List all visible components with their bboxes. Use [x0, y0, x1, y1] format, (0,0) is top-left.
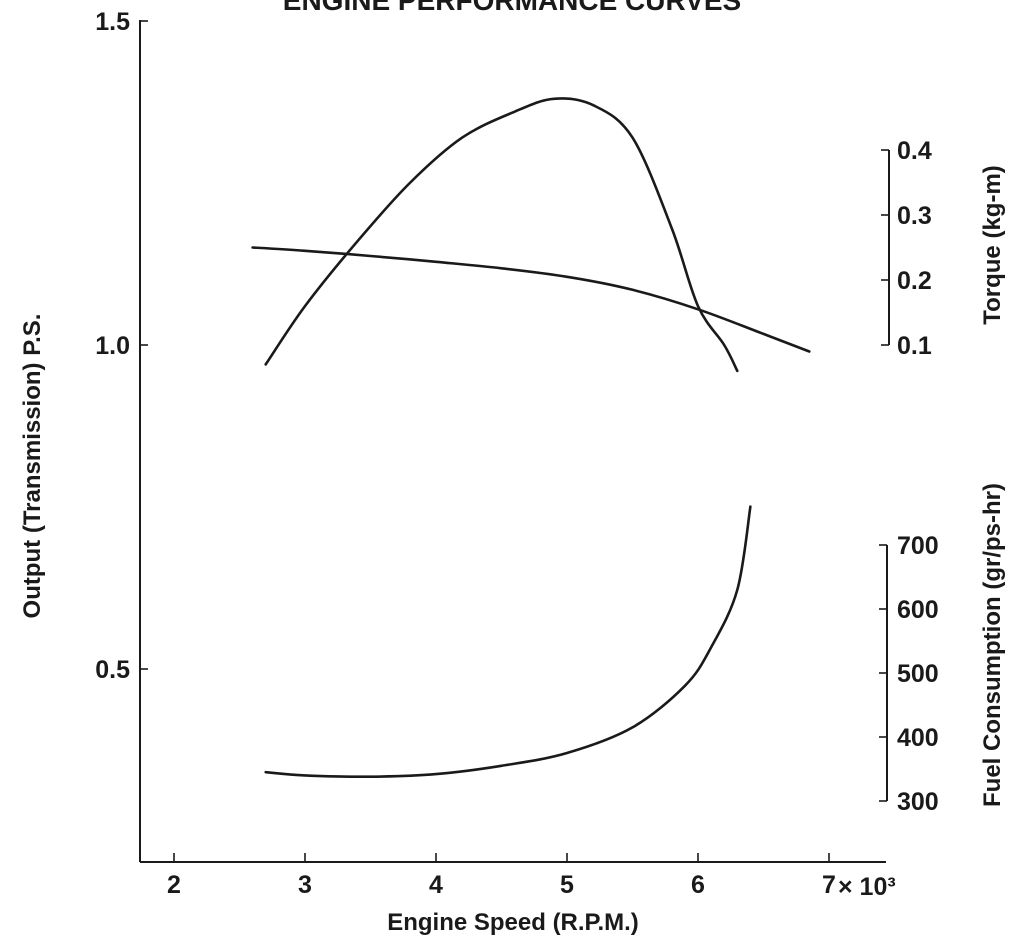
x-tick-label: 5: [560, 871, 574, 899]
output-axis-label: Output (Transmission) P.S.: [19, 314, 46, 619]
x-axis-label: Engine Speed (R.P.M.): [387, 909, 639, 936]
fuel-tick-label: 600: [897, 596, 939, 624]
axes: 2 3 4 5 6 7 0.5 1.0 1.5 0.1 0.2 0.3 0.4 300 400 500 600 7…: [95, 8, 938, 899]
torque-tick-label: 0.1: [897, 332, 932, 360]
x-tick-label: 4: [429, 871, 443, 899]
x-multiplier-label: × 10³: [838, 873, 896, 901]
fuel-tick-label: 700: [897, 532, 939, 560]
axis-labels: Engine Speed (R.P.M.) × 10³ Output (Tran…: [19, 165, 1006, 936]
x-tick-label: 7: [822, 871, 836, 899]
output-tick-label: 0.5: [95, 656, 130, 684]
x-tick-label: 6: [691, 871, 705, 899]
curves: [251, 97, 811, 779]
output-tick-label: 1.5: [95, 8, 130, 36]
fuel-tick-label: 500: [897, 660, 939, 688]
output-curve: [264, 97, 739, 373]
fuel-axis-label: Fuel Consumption (gr/ps-hr): [979, 483, 1006, 807]
torque-curve: [251, 246, 811, 353]
fuel-consumption-curve: [264, 505, 752, 779]
torque-tick-label: 0.4: [897, 137, 932, 165]
output-tick-label: 1.0: [95, 332, 130, 360]
torque-axis-label: Torque (kg-m): [979, 165, 1006, 325]
torque-tick-label: 0.3: [897, 202, 932, 230]
chart-title: ENGINE PERFORMANCE CURVES: [283, 0, 741, 16]
x-tick-label: 3: [298, 871, 312, 899]
fuel-tick-label: 400: [897, 724, 939, 752]
fuel-tick-label: 300: [897, 788, 939, 816]
x-tick-label: 2: [167, 871, 181, 899]
torque-tick-label: 0.2: [897, 267, 932, 295]
